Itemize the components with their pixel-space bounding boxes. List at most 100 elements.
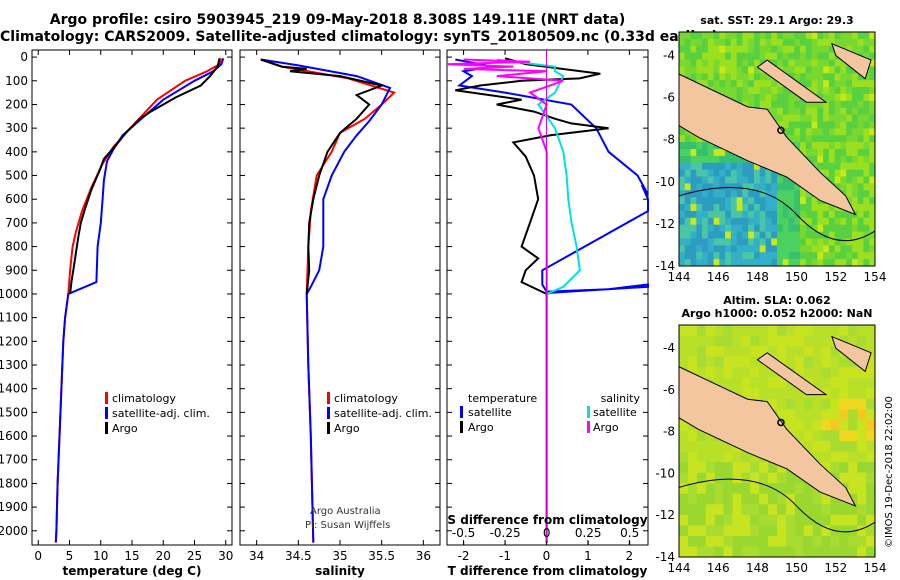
map-cell	[782, 217, 790, 226]
map-cell	[690, 135, 697, 143]
map-cell	[719, 32, 726, 40]
map-cell	[750, 483, 760, 495]
map-y-tick-label: -4	[663, 341, 675, 355]
map-cell	[794, 52, 801, 61]
map-cell	[679, 430, 689, 442]
map-cell	[805, 107, 813, 116]
map-cell	[696, 204, 703, 212]
map-cell	[753, 59, 761, 67]
map-cell	[684, 142, 692, 150]
map-cell	[803, 346, 814, 358]
map-cell	[753, 197, 761, 205]
map-cell	[817, 245, 824, 253]
map-x-tick-label: 146	[707, 561, 730, 575]
map-cell	[736, 52, 743, 61]
map-cell	[696, 45, 703, 54]
map-cell	[857, 121, 864, 129]
map-cell	[730, 45, 738, 54]
map-cell	[805, 204, 813, 212]
map-cell	[771, 183, 778, 191]
map-cell	[839, 356, 849, 368]
map-cell	[713, 38, 720, 47]
map-cell	[857, 32, 864, 40]
map-cell	[753, 66, 761, 74]
map-cell	[788, 100, 795, 109]
map-x-tick-label: 148	[746, 561, 769, 575]
map-cell	[830, 535, 840, 547]
map-cell	[741, 325, 751, 337]
map-cell	[788, 52, 795, 61]
map-cell	[846, 176, 853, 184]
map-cell	[741, 377, 751, 389]
map-cell	[823, 217, 830, 226]
map-cell	[846, 121, 853, 129]
map-cell	[719, 252, 726, 260]
map-cell	[759, 87, 766, 95]
map-cell	[857, 38, 864, 47]
map-cell	[723, 462, 733, 474]
map-cell	[696, 259, 703, 267]
map-cell	[765, 87, 772, 95]
map-cell	[777, 231, 784, 239]
map-cell	[840, 162, 847, 171]
map-cell	[828, 114, 836, 122]
map-cell	[817, 121, 824, 129]
map-cell	[846, 93, 853, 102]
map-cell	[702, 231, 709, 239]
map-cell	[857, 169, 864, 178]
map-cell	[771, 190, 778, 198]
map-cell	[869, 197, 876, 205]
map-cell	[736, 231, 743, 239]
map-cell	[812, 346, 823, 358]
map-cell	[736, 252, 743, 260]
map-cell	[800, 38, 807, 47]
map-cell	[800, 231, 807, 239]
map-cell	[742, 87, 749, 95]
map-cell	[690, 217, 697, 226]
map-cell	[811, 224, 818, 233]
map-cell	[759, 32, 766, 40]
map-cell	[690, 238, 697, 246]
map-cell	[759, 73, 766, 81]
map-cell	[817, 204, 824, 212]
map-cell	[848, 398, 858, 410]
map-cell	[777, 483, 787, 495]
plot-frame	[31, 49, 233, 546]
map-cell	[811, 259, 818, 267]
map-cell	[719, 210, 726, 219]
map-cell	[848, 546, 858, 558]
map-cell	[684, 52, 692, 61]
map-cell	[759, 367, 769, 379]
map-cell	[742, 217, 749, 226]
map-cell	[857, 142, 864, 150]
map-cell	[742, 190, 749, 198]
map-cell	[830, 367, 840, 379]
map-cell	[812, 377, 823, 389]
map-cell	[732, 356, 742, 368]
map-cell	[828, 142, 836, 150]
map-cell	[811, 73, 818, 81]
map-cell	[741, 367, 751, 379]
map-cell	[725, 231, 732, 239]
map-cell	[805, 135, 813, 143]
map-cell	[690, 52, 697, 61]
map-cell	[848, 535, 858, 547]
map-cell	[750, 546, 760, 558]
map-cell	[788, 231, 795, 239]
map-cell	[782, 52, 790, 61]
map-cell	[777, 377, 787, 389]
map-cell	[679, 38, 686, 47]
map-cell	[730, 87, 738, 95]
map-cell	[714, 325, 725, 337]
x-tick-label: -1	[499, 549, 511, 563]
map-cell	[823, 252, 830, 260]
map-cell	[713, 32, 720, 40]
map-cell	[713, 238, 720, 246]
map-cell	[857, 377, 867, 389]
map-cell	[811, 114, 818, 122]
map-cell	[705, 483, 716, 495]
map-cell	[788, 121, 795, 129]
map-cell	[753, 87, 761, 95]
map-cell	[702, 183, 709, 191]
map-cell	[857, 245, 864, 253]
